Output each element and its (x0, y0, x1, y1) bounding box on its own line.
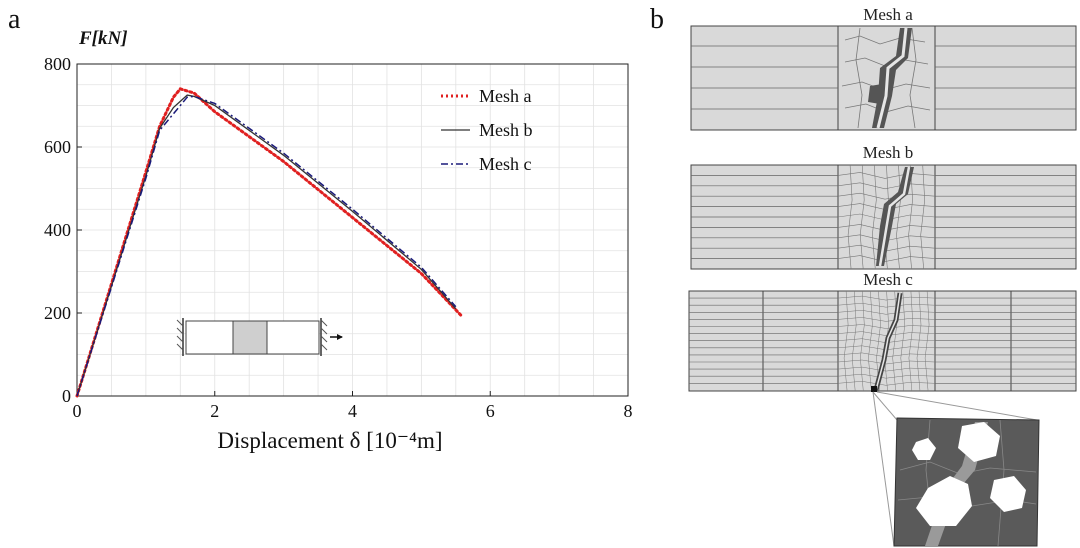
x-tick-label: 8 (624, 401, 633, 421)
mesh-c-col (924, 290, 930, 392)
mesh-c-row (837, 373, 936, 379)
x-tick-label: 6 (486, 401, 495, 421)
series-layer (75, 87, 465, 398)
mesh-c-diagram (688, 290, 1077, 392)
mesh-c-row (837, 331, 936, 336)
y-tick-label: 200 (44, 303, 71, 323)
panel-a-label: a (8, 4, 21, 35)
mesh-b-col (847, 164, 853, 270)
y-tick-label: 0 (62, 386, 71, 406)
mesh-c-row (837, 310, 936, 315)
mesh-b-row (837, 182, 936, 190)
mesh-c-col (868, 290, 873, 392)
axis-ticks: 0 2 4 6 8 0 200 400 600 800 (44, 54, 633, 421)
mesh-c-row (837, 302, 936, 308)
y-tick-label: 400 (44, 220, 71, 240)
mesh-c-col (916, 290, 922, 392)
mesh-b-col (920, 164, 926, 270)
x-tick-label: 4 (348, 401, 357, 421)
x-axis-label: Displacement δ [10⁻⁴m] (217, 428, 442, 453)
mesh-c-col (843, 290, 849, 392)
mesh-c-row (837, 381, 936, 386)
mesh-b-row (837, 192, 936, 200)
y-tick-label: 800 (44, 54, 71, 74)
panel-b-label: b (650, 4, 664, 35)
series-line-1 (75, 87, 465, 398)
mesh-b-row (837, 255, 936, 262)
mesh-c-row (837, 295, 936, 301)
y-tick-label: 600 (44, 137, 71, 157)
zoom-inset (872, 391, 1040, 547)
mesh-b-col (896, 164, 901, 270)
x-tick-label: 2 (210, 401, 219, 421)
mesh-b-col (859, 164, 865, 270)
x-tick-label: 0 (73, 401, 82, 421)
legend-label-1: Mesh a (479, 86, 532, 106)
mesh-b-col (871, 164, 877, 270)
mesh-b-col (908, 164, 913, 270)
mesh-c-row (837, 324, 936, 329)
mesh-c-col (908, 290, 914, 392)
mesh-b-row (837, 172, 936, 179)
mesh-a-diagram (690, 25, 1077, 131)
mesh-c-title: Mesh c (863, 270, 913, 289)
mesh-c-row (837, 359, 936, 365)
legend-label-2: Mesh b (479, 120, 533, 140)
legend-label-3: Mesh c (479, 154, 532, 174)
mesh-c-col (860, 290, 865, 392)
mesh-c-col (900, 290, 906, 392)
specimen-schematic (176, 318, 343, 356)
y-axis-label: F[kN] (78, 28, 128, 49)
mesh-b-title: Mesh b (862, 143, 914, 162)
chart-grid (76, 63, 629, 397)
mesh-b-diagram (690, 164, 1077, 270)
chart-legend: Mesh a Mesh b Mesh c (441, 86, 533, 174)
mesh-a-title: Mesh a (863, 5, 913, 24)
mesh-c-col (851, 290, 857, 392)
mesh-c-row (837, 317, 936, 322)
